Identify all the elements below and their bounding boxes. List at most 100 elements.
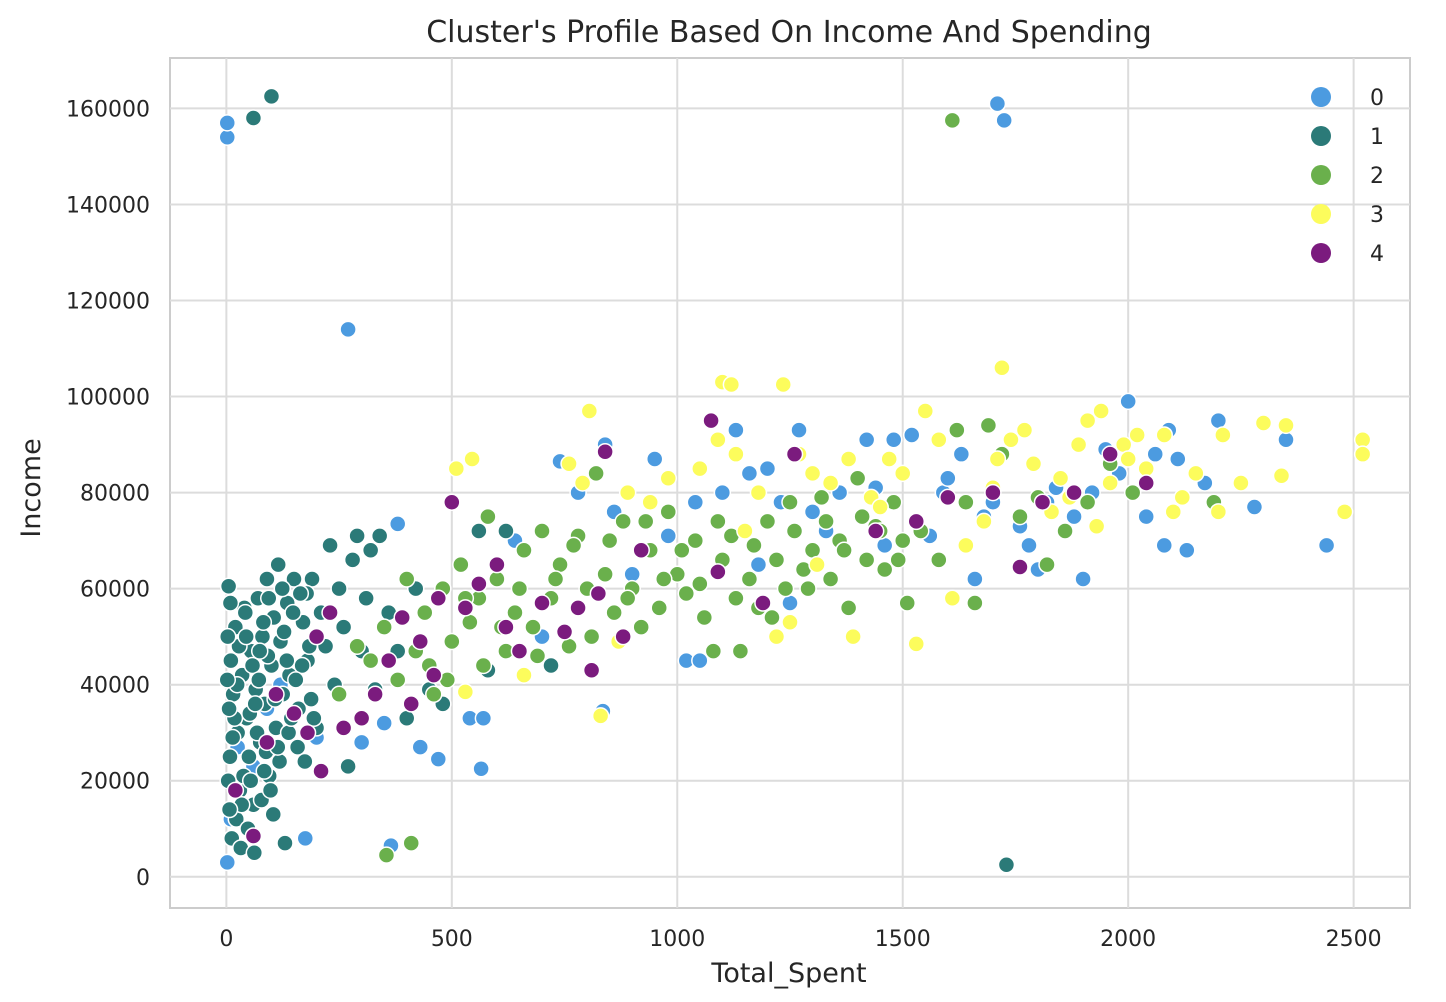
data-point	[781, 594, 799, 612]
data-point	[397, 709, 416, 728]
data-point	[1137, 474, 1155, 492]
data-point	[1277, 431, 1295, 449]
data-point	[1353, 445, 1372, 463]
data-point	[731, 642, 750, 660]
data-point	[284, 603, 302, 622]
legend-label: 3	[1370, 203, 1384, 228]
data-point	[803, 541, 822, 559]
data-point	[740, 464, 759, 483]
data-point	[298, 723, 317, 742]
series-2	[330, 111, 1223, 864]
data-point	[1277, 416, 1295, 435]
data-point	[533, 594, 551, 612]
data-point	[352, 709, 371, 728]
data-point	[416, 603, 434, 622]
data-point	[1033, 493, 1052, 511]
data-point	[727, 421, 745, 439]
data-point	[740, 570, 759, 588]
data-point	[875, 560, 894, 579]
data-point	[1128, 426, 1146, 444]
data-point	[659, 503, 678, 521]
data-point	[749, 483, 768, 502]
data-point	[264, 805, 283, 824]
data-point	[343, 551, 362, 569]
data-point	[288, 738, 307, 756]
data-point	[659, 527, 678, 545]
data-point	[623, 565, 641, 583]
data-point	[605, 603, 623, 622]
data-point	[713, 483, 732, 502]
data-point	[641, 493, 659, 511]
data-point	[278, 651, 296, 670]
data-point	[785, 522, 804, 540]
data-point	[1164, 503, 1183, 521]
data-point	[573, 474, 592, 492]
data-point	[1169, 450, 1187, 468]
legend: 0 1 2 3 4	[1311, 86, 1384, 267]
data-point	[253, 627, 272, 646]
data-point	[388, 671, 407, 689]
data-point	[704, 642, 723, 660]
data-point	[673, 541, 691, 559]
data-point	[321, 536, 339, 555]
data-point	[425, 685, 443, 704]
data-point	[871, 498, 889, 516]
data-point	[334, 618, 353, 636]
data-point	[691, 575, 709, 593]
data-point	[839, 599, 858, 617]
data-point	[379, 651, 398, 670]
y-tick-label: 160000	[66, 97, 150, 122]
data-point	[975, 512, 993, 531]
data-point	[880, 450, 898, 468]
data-point	[1065, 483, 1083, 502]
data-point	[702, 411, 720, 430]
data-point	[240, 747, 258, 766]
data-point	[370, 527, 389, 545]
data-point	[580, 402, 599, 420]
data-point	[452, 555, 470, 574]
data-point	[632, 618, 650, 636]
data-point	[1078, 493, 1097, 511]
data-point	[443, 632, 461, 651]
data-point	[817, 512, 835, 531]
data-point	[1123, 483, 1142, 502]
legend-marker	[1311, 87, 1331, 107]
data-point	[447, 459, 466, 478]
data-point	[691, 651, 709, 670]
data-point	[686, 531, 705, 550]
data-point	[221, 594, 240, 612]
y-axis-label: Income	[16, 438, 47, 537]
data-point	[219, 577, 238, 595]
data-point	[1101, 474, 1119, 492]
data-point	[966, 570, 984, 588]
data-point	[302, 690, 320, 708]
data-point	[312, 762, 330, 780]
data-point	[226, 781, 245, 800]
data-point	[506, 603, 524, 622]
x-tick-label: 0	[219, 927, 233, 952]
data-point	[258, 570, 276, 588]
data-point	[1209, 503, 1228, 521]
data-point	[677, 584, 696, 603]
data-point	[261, 781, 280, 800]
data-point	[659, 469, 678, 487]
data-point	[474, 709, 493, 728]
data-point	[321, 603, 339, 622]
data-point	[443, 493, 461, 511]
data-point	[857, 431, 876, 449]
data-point	[497, 522, 515, 540]
data-point	[866, 522, 885, 540]
data-point	[589, 584, 608, 603]
data-point	[582, 661, 601, 680]
data-point	[243, 656, 262, 675]
data-point	[551, 555, 569, 574]
data-point	[218, 114, 237, 132]
data-points	[218, 87, 1372, 874]
data-point	[632, 541, 650, 559]
data-point	[330, 579, 348, 598]
data-point	[835, 541, 853, 559]
data-point	[456, 683, 475, 701]
data-point	[758, 512, 777, 531]
data-point	[397, 570, 416, 588]
data-point	[255, 762, 273, 780]
